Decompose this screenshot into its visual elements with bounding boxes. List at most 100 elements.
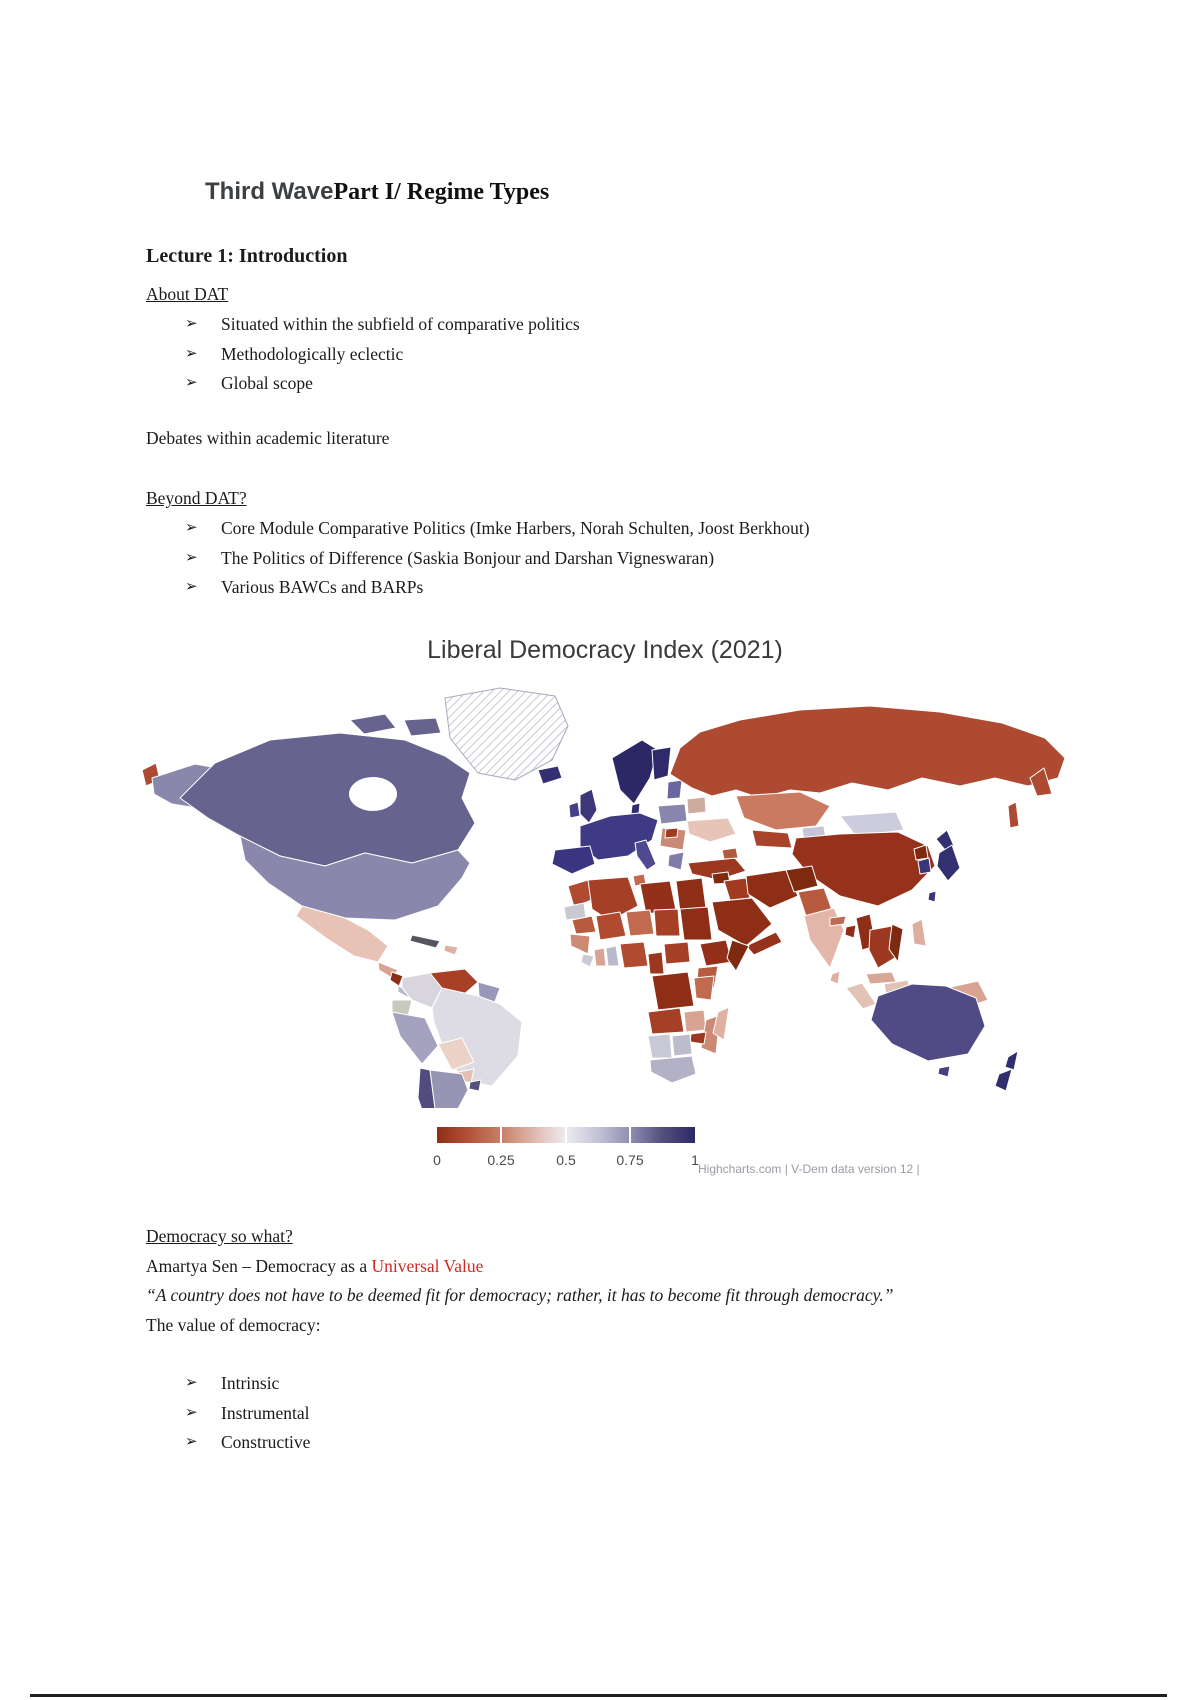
beyond-dat-heading: Beyond DAT?	[146, 488, 247, 508]
list-item: ➢ The Politics of Difference (Saskia Bonj…	[146, 544, 810, 574]
map-usa	[239, 835, 471, 921]
beyond-dat-list: ➢ Core Module Comparative Politics (Imke …	[146, 514, 810, 603]
map-tasmania	[937, 1065, 951, 1078]
map-south-africa	[649, 1055, 697, 1084]
list-item: ➢ Methodologically eclectic	[146, 340, 580, 370]
legend-tick-separator	[629, 1127, 631, 1143]
world-map-figure: Liberal Democracy Index (2021)	[140, 630, 1070, 1230]
map-somalia	[726, 939, 750, 972]
sen-line-prefix: Amartya Sen – Democracy as a	[146, 1255, 372, 1276]
map-canada	[179, 732, 476, 867]
color-axis-legend	[437, 1127, 695, 1143]
map-malaysia	[865, 971, 897, 985]
map-russia	[669, 705, 1066, 799]
map-botswana	[671, 1033, 693, 1057]
map-denmark	[630, 802, 641, 815]
list-item-text: Intrinsic	[221, 1373, 280, 1393]
map-belarus	[686, 796, 707, 815]
map-ireland	[568, 801, 581, 819]
map-yemen-oman	[745, 931, 783, 956]
map-hispaniola	[443, 944, 459, 956]
arrow-bullet-icon: ➢	[185, 345, 198, 362]
sen-quote: “A country does not have to be deemed fi…	[146, 1285, 894, 1305]
map-uzbekistan-turkmenistan	[751, 829, 793, 849]
map-italy	[634, 839, 657, 871]
map-nicaragua	[389, 971, 404, 987]
map-chad	[653, 908, 681, 937]
legend-tick-separator	[565, 1127, 567, 1143]
list-item: ➢ Various BAWCs and BARPs	[146, 573, 810, 603]
map-australia	[870, 983, 986, 1062]
sen-line-highlight: Universal Value	[371, 1255, 484, 1276]
arrow-bullet-icon: ➢	[185, 375, 198, 391]
map-poland	[657, 803, 688, 825]
chart-title: Liberal Democracy Index (2021)	[427, 636, 783, 664]
democracy-section: Democracy so what? Amartya Sen – Democra…	[146, 1222, 1026, 1340]
map-niger	[625, 909, 655, 937]
map-bangladesh	[844, 924, 857, 939]
about-dat-list: ➢ Situated within the subfield of compara…	[146, 310, 580, 399]
map-central-african-republic	[663, 941, 691, 965]
page-title: Third WavePart I/ Regime Types	[205, 177, 549, 207]
map-nepal	[829, 915, 847, 927]
map-sudan	[679, 906, 713, 941]
list-item-text: Constructive	[221, 1432, 311, 1452]
map-iceland	[537, 765, 563, 785]
map-afghanistan	[785, 865, 819, 893]
map-namibia	[647, 1033, 673, 1059]
map-senegal-guinea	[569, 933, 591, 955]
list-item: ➢ Intrinsic	[146, 1369, 310, 1399]
map-zambia	[683, 1009, 707, 1033]
map-indonesia-sumatra	[845, 982, 877, 1010]
map-japan-hokkaido	[935, 829, 955, 851]
map-greenland-nodata	[444, 687, 569, 781]
legend-tick-label: 0.5	[556, 1152, 576, 1168]
map-arctic-islands	[349, 713, 397, 735]
map-iran	[745, 869, 799, 909]
lecture-heading: Lecture 1: Introduction	[146, 245, 348, 267]
legend-tick-label: 0.75	[616, 1152, 644, 1168]
arrow-bullet-icon: ➢	[185, 579, 198, 595]
map-bolivia	[437, 1037, 475, 1071]
map-venezuela	[429, 968, 479, 997]
value-intro-line: The value of democracy:	[146, 1314, 321, 1335]
legend-tick-label: 0.25	[487, 1152, 515, 1168]
map-philippines	[911, 918, 927, 947]
map-argentina	[429, 1069, 469, 1108]
page-break-divider	[30, 1694, 1167, 1697]
map-mauritania	[571, 915, 597, 935]
map-greece	[667, 851, 685, 871]
arrow-bullet-icon: ➢	[185, 520, 198, 536]
map-dr-congo	[651, 971, 695, 1011]
list-item-text: Methodologically eclectic	[221, 343, 404, 364]
map-sri-lanka	[829, 970, 841, 985]
legend-tick-label: 1	[691, 1152, 699, 1168]
map-vietnam	[888, 923, 904, 963]
debates-line: Debates within academic literature	[146, 428, 390, 448]
map-algeria	[587, 876, 639, 922]
map-kazakhstan	[735, 791, 831, 831]
map-new-zealand-north	[1004, 1050, 1019, 1071]
map-ethiopia	[699, 939, 733, 967]
world-choropleth-map	[141, 687, 1066, 1108]
arrow-bullet-icon: ➢	[185, 316, 198, 332]
page-title-prefix: Third Wave	[205, 178, 334, 205]
map-hudson-bay	[349, 777, 397, 811]
map-mongolia	[839, 811, 905, 837]
list-item-text: Instrumental	[221, 1402, 310, 1423]
map-united-kingdom	[579, 788, 598, 824]
about-dat-heading: About DAT	[146, 284, 229, 304]
map-ivory-coast	[593, 947, 607, 967]
democracy-value-list: ➢ Intrinsic ➢ Instrumental ➢ Constructive	[146, 1369, 310, 1458]
legend-tick-label: 0	[433, 1152, 441, 1168]
map-hungary	[664, 827, 679, 839]
map-caspian-sea	[734, 828, 748, 854]
map-kamchatka	[1029, 767, 1053, 797]
map-new-zealand-south	[994, 1068, 1013, 1092]
map-ghana	[605, 945, 620, 967]
map-saudi-arabia	[711, 897, 773, 947]
map-egypt	[675, 877, 707, 913]
map-tanzania	[693, 975, 715, 1001]
map-liberia-sierra-leone	[580, 953, 595, 968]
list-item-text: Global scope	[221, 373, 313, 393]
